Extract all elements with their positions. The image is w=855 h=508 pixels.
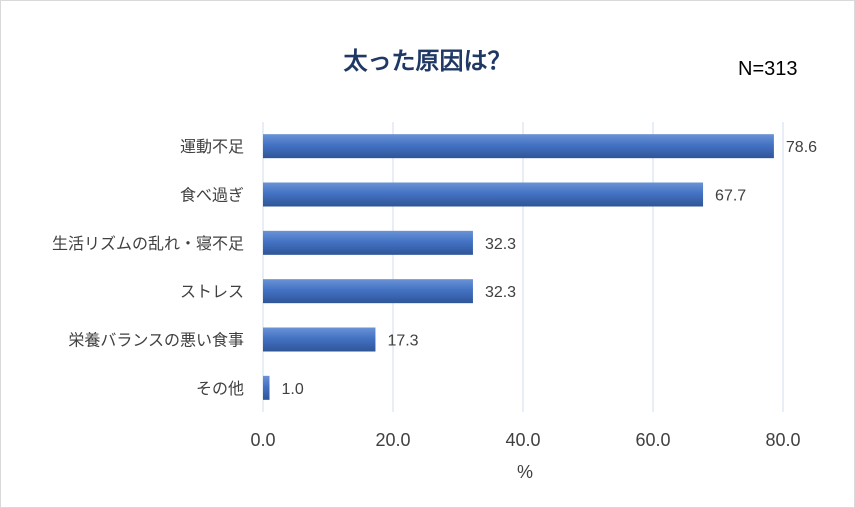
bar	[263, 279, 473, 304]
labels: 0.0 20.0 40.0 60.0 80.0% 運動不足 78.6 食べ過ぎ 67.7 生活リズ…	[52, 137, 817, 482]
bar	[263, 375, 270, 400]
bar	[263, 134, 774, 159]
bars	[263, 134, 774, 400]
bar	[263, 230, 473, 255]
x-tick-label: 0.0	[250, 430, 275, 450]
category-label: 生活リズムの乱れ・寝不足	[52, 234, 244, 253]
value-label: 78.6	[786, 139, 817, 156]
category-label: 栄養バランスの悪い食事	[68, 331, 244, 350]
x-tick-label: 60.0	[635, 430, 670, 450]
x-tick-label: 40.0	[505, 430, 540, 450]
value-label: 1.0	[282, 381, 304, 398]
category-label: 運動不足	[180, 137, 244, 156]
category-label: その他	[196, 379, 244, 398]
sample-size-label: N=313	[738, 58, 798, 80]
x-tick-label: 80.0	[765, 430, 800, 450]
value-label: 32.3	[485, 284, 516, 301]
chart-title: 太った原因は？	[343, 47, 512, 75]
category-label: ストレス	[180, 282, 244, 301]
x-axis-label: %	[517, 462, 533, 482]
category-label: 食べ過ぎ	[180, 186, 244, 205]
value-label: 32.3	[485, 236, 516, 253]
bar	[263, 182, 704, 207]
bar	[263, 327, 376, 352]
value-label: 17.3	[387, 333, 418, 350]
gridlines	[262, 122, 784, 412]
value-label: 67.7	[715, 188, 746, 205]
x-tick-label: 20.0	[375, 430, 410, 450]
